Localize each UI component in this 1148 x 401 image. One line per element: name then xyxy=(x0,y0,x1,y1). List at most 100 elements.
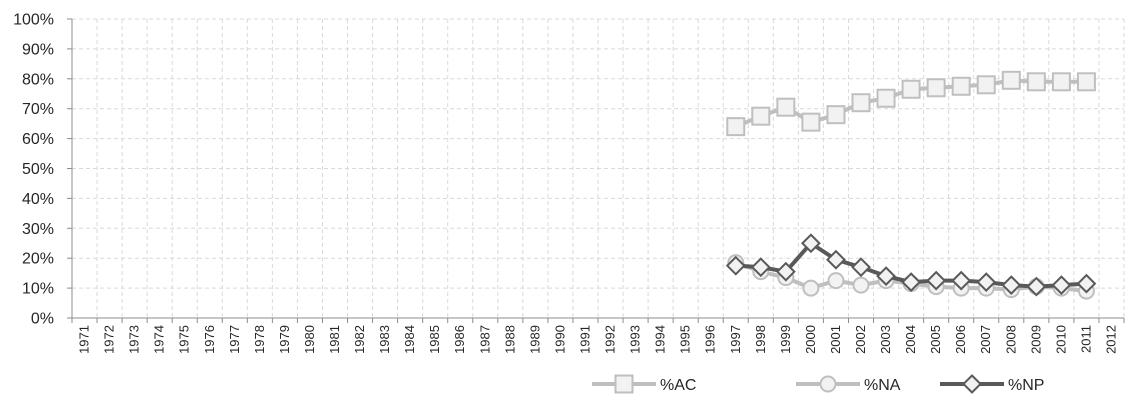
series-layer xyxy=(725,70,1097,300)
x-tick-label: 1992 xyxy=(603,325,618,354)
x-tick-label: 1989 xyxy=(527,325,542,354)
x-tick-label: 1972 xyxy=(102,325,117,354)
data-point xyxy=(1001,275,1022,296)
legend-marker xyxy=(962,374,982,394)
legend-item: %NA xyxy=(796,375,901,394)
x-tick-label: 1995 xyxy=(678,325,693,354)
data-point xyxy=(751,106,771,126)
data-point xyxy=(725,255,746,276)
y-tick-label: 20% xyxy=(22,251,54,268)
x-tick-label: 1979 xyxy=(277,325,292,354)
x-tick-label: 2001 xyxy=(828,325,843,354)
x-tick-label: 1985 xyxy=(427,325,442,354)
series-pct-ac xyxy=(726,70,1096,137)
x-tick-label: 1990 xyxy=(552,325,567,354)
x-tick-label: 2007 xyxy=(978,325,993,354)
x-tick-label: 2003 xyxy=(878,325,893,354)
data-point xyxy=(1051,275,1072,296)
y-tick-label: 60% xyxy=(22,131,54,148)
data-point xyxy=(1001,70,1021,90)
data-point xyxy=(776,97,796,117)
data-point xyxy=(951,270,972,291)
data-point xyxy=(1026,72,1046,92)
x-tick-label: 2004 xyxy=(903,325,918,354)
x-tick-label: 1982 xyxy=(352,325,367,354)
data-point xyxy=(901,272,922,293)
series-pct-np xyxy=(725,233,1097,297)
x-tick-label: 1971 xyxy=(77,325,92,354)
x-tick-label: 2005 xyxy=(928,325,943,354)
data-point xyxy=(775,261,796,282)
data-point xyxy=(1026,276,1047,297)
x-tick-label: 2012 xyxy=(1103,325,1118,354)
x-tick-label: 1983 xyxy=(377,325,392,354)
legend-label: %NP xyxy=(1008,377,1044,394)
data-point xyxy=(826,249,846,270)
data-point xyxy=(876,88,896,108)
data-point xyxy=(1051,72,1071,92)
data-point xyxy=(1076,72,1096,92)
y-tick-label: 70% xyxy=(22,101,54,118)
axis-layer: 0% 10% 20% 30% 40% 50% 60% 70% 80% 90% 100% 1971 197… xyxy=(13,12,1125,354)
data-point xyxy=(800,233,821,254)
x-tick-label: 1991 xyxy=(577,325,592,354)
x-tick-label: 1974 xyxy=(152,325,167,354)
x-tick-label: 1997 xyxy=(728,325,743,354)
legend-item: %NP xyxy=(940,374,1044,394)
data-point xyxy=(852,276,870,294)
data-point xyxy=(801,112,821,132)
data-point xyxy=(851,93,871,113)
data-point xyxy=(901,79,921,99)
x-tick-label: 2008 xyxy=(1003,325,1018,354)
x-tick-label: 1988 xyxy=(502,325,517,354)
y-tick-label: 90% xyxy=(22,41,54,58)
data-point xyxy=(851,257,871,278)
legend-item: %AC xyxy=(592,374,696,394)
legend-marker xyxy=(614,374,634,394)
x-tick-label: 1996 xyxy=(703,325,718,354)
data-point xyxy=(826,105,846,125)
data-point xyxy=(750,257,771,278)
x-tick-label: 1999 xyxy=(778,325,793,354)
x-tick-label: 1993 xyxy=(628,325,643,354)
data-point xyxy=(976,75,996,95)
data-point xyxy=(1076,273,1097,294)
y-tick-label: 50% xyxy=(22,161,54,178)
legend-label: %NA xyxy=(864,377,901,394)
x-tick-label: 1980 xyxy=(302,325,317,354)
x-tick-label: 2010 xyxy=(1053,325,1068,354)
legend-marker xyxy=(819,375,837,393)
data-point xyxy=(876,266,896,287)
x-tick-label: 1976 xyxy=(202,325,217,354)
x-tick-label: 1998 xyxy=(753,325,768,354)
x-tick-label: 1981 xyxy=(327,325,342,354)
grid-layer xyxy=(72,18,1125,318)
data-point xyxy=(951,76,971,96)
y-tick-label: 80% xyxy=(22,71,54,88)
x-tick-label: 2011 xyxy=(1078,325,1093,353)
x-tick-label: 1975 xyxy=(177,325,192,354)
x-tick-label: 2006 xyxy=(953,325,968,354)
data-point xyxy=(926,78,946,98)
data-point xyxy=(802,279,820,297)
x-tick-label: 1978 xyxy=(252,325,267,354)
x-tick-label: 2009 xyxy=(1028,325,1043,354)
x-tick-label: 2002 xyxy=(853,325,868,354)
legend: %AC %NA %NP xyxy=(592,374,1044,394)
x-tick-label: 1986 xyxy=(452,325,467,354)
y-tick-label: 100% xyxy=(13,12,54,29)
x-tick-label: 1977 xyxy=(227,325,242,354)
x-tick-label: 1994 xyxy=(653,325,668,354)
y-tick-label: 10% xyxy=(22,281,54,298)
y-tick-label: 30% xyxy=(22,221,54,238)
x-tick-label: 1984 xyxy=(402,325,417,354)
y-tick-label: 40% xyxy=(22,191,54,208)
data-point xyxy=(726,117,746,137)
x-tick-label: 1973 xyxy=(127,325,142,354)
x-tick-label: 1987 xyxy=(477,325,492,354)
y-tick-label: 0% xyxy=(31,311,54,328)
data-point xyxy=(827,272,845,290)
legend-label: %AC xyxy=(660,377,696,394)
